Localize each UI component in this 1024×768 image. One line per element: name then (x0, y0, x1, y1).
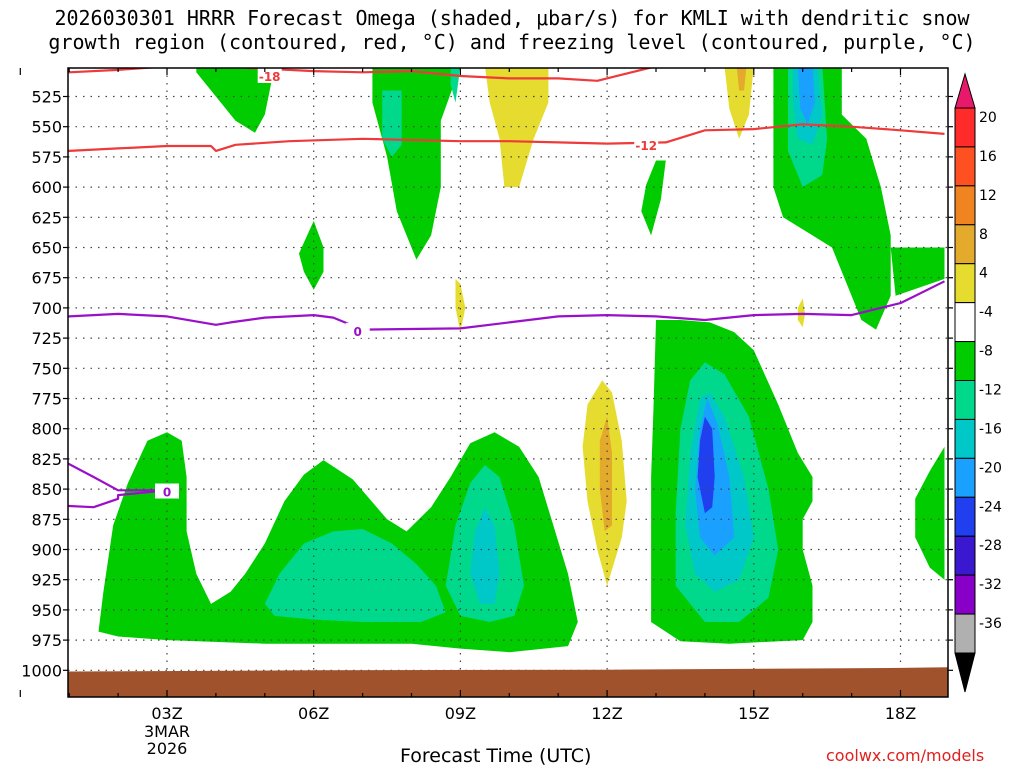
colorbar-label-8: 8 (979, 227, 988, 243)
omega-region-24-level-4 (455, 278, 466, 333)
freezing-level-contour-label-1: 0 (163, 486, 171, 500)
colorbar-box-9 (954, 457, 976, 498)
freezing-level-contour-label-0: 0 (354, 325, 362, 339)
colorbar-label-20: 20 (979, 110, 997, 126)
credit-link[interactable]: coolwx.com/models (826, 746, 985, 765)
title-line-1: 2026030301 HRRR Forecast Omega (shaded, … (54, 6, 970, 30)
colorbar-label--4: -4 (979, 305, 993, 321)
y-tick-label-875: 875 (31, 510, 62, 529)
colorbar-box-7 (954, 380, 976, 420)
freezing-level-contour-label-bg-0 (345, 322, 370, 338)
y-tick-label-550: 550 (31, 118, 62, 137)
x-tick-label-03Z: 03Z (151, 704, 182, 723)
colorbar-box-13 (954, 613, 976, 654)
y-tick-label-675: 675 (31, 269, 62, 288)
x-tick-label-12Z: 12Z (591, 704, 622, 723)
y-tick-label-925: 925 (31, 571, 62, 590)
chart-title: 2026030301 HRRR Forecast Omega (shaded, … (0, 6, 1024, 54)
terrain-band (68, 667, 948, 697)
omega-region-26-level-8 (736, 68, 747, 91)
omega-region-3-level--12 (470, 507, 500, 604)
omega-region-8-level--20 (697, 416, 715, 514)
colorbar-box-0 (954, 107, 976, 148)
colorbar-box-2 (954, 185, 976, 226)
x-tick-sublabel-1: 2026 (147, 739, 188, 758)
x-axis-label: Forecast Time (UTC) (400, 745, 592, 767)
y-tick-label-800: 800 (31, 420, 62, 439)
y-tick-label-725: 725 (31, 329, 62, 348)
omega-region-23-level-4 (485, 68, 549, 188)
colorbar-box-11 (954, 535, 976, 576)
y-tick-label-600: 600 (31, 178, 62, 197)
x-tick-label-06Z: 06Z (298, 704, 329, 723)
colorbar-box-10 (954, 496, 976, 537)
colorbar-label--20: -20 (979, 460, 1002, 476)
x-tick-label-15Z: 15Z (738, 704, 769, 723)
colorbar-label--28: -28 (979, 538, 1002, 554)
x-tick-label-09Z: 09Z (445, 704, 476, 723)
y-tick-label-700: 700 (31, 299, 62, 318)
y-tick-label-525: 525 (31, 88, 62, 107)
colorbar-box-5 (954, 302, 976, 343)
y-tick-label-950: 950 (31, 601, 62, 620)
dgz-contour-label-bg-0 (257, 68, 282, 83)
freezing-level-contour-line-0 (68, 280, 945, 331)
colorbar-label--32: -32 (979, 577, 1002, 593)
colorbar-box-3 (954, 224, 976, 265)
colorbar-box-1 (954, 146, 976, 187)
colorbar-label-4: 4 (979, 266, 988, 282)
dgz-contour-label-0: -18 (259, 70, 281, 84)
y-tick-label-625: 625 (31, 208, 62, 227)
colorbar-label-16: 16 (979, 149, 997, 165)
y-tick-label-975: 975 (31, 631, 62, 650)
colorbar-label--16: -16 (979, 421, 1002, 437)
colorbar-label--24: -24 (979, 499, 1002, 515)
omega-region-22-level-8 (599, 416, 612, 532)
colorbar-bottom-arrow (954, 652, 976, 693)
omega-region-1-level--8 (264, 529, 446, 622)
colorbar-top-arrow (954, 72, 976, 109)
colorbar-label--36: -36 (979, 616, 1002, 632)
x-tick-sublabel-0: 3MAR (144, 722, 190, 741)
dgz-contour-label-1: -12 (635, 139, 657, 153)
freezing-level-contour-label-bg-1 (155, 483, 179, 499)
omega-region-25-level-4 (724, 68, 754, 139)
y-tick-label-900: 900 (31, 541, 62, 560)
colorbar-label--8: -8 (979, 344, 993, 360)
dgz-contour-label-bg-1 (634, 136, 659, 152)
y-tick-label-575: 575 (31, 148, 62, 167)
y-tick-label-1000: 1000 (21, 661, 62, 680)
colorbar-label-12: 12 (979, 188, 997, 204)
omega-region-14-level--4 (890, 247, 945, 296)
colorbar-label--12: -12 (979, 383, 1002, 399)
y-tick-label-750: 750 (31, 359, 62, 378)
freezing-level-contour-line-1 (68, 462, 169, 509)
title-line-2: growth region (contoured, red, °C) and f… (48, 30, 976, 54)
plot-frame (67, 67, 949, 698)
omega-region-27-level-4 (797, 298, 806, 328)
omega-region-10-level--4 (196, 68, 275, 133)
y-tick-label-825: 825 (31, 450, 62, 469)
colorbar-box-4 (954, 263, 976, 304)
x-tick-label-18Z: 18Z (885, 704, 916, 723)
colorbar-box-6 (954, 341, 976, 382)
colorbar-box-8 (954, 418, 976, 459)
omega-region-9-level--4 (915, 446, 945, 580)
plot-area: -18 -12 0 0 (68, 68, 948, 697)
omega-region-11-level--4 (299, 220, 324, 290)
colorbar-box-12 (954, 574, 976, 615)
y-tick-label-775: 775 (31, 390, 62, 409)
omega-region-15-level--4 (641, 160, 666, 236)
dgz-contour-line-1 (68, 123, 945, 152)
y-tick-label-850: 850 (31, 480, 62, 499)
y-tick-label-650: 650 (31, 239, 62, 258)
omega-region-18-level--16 (797, 68, 815, 125)
